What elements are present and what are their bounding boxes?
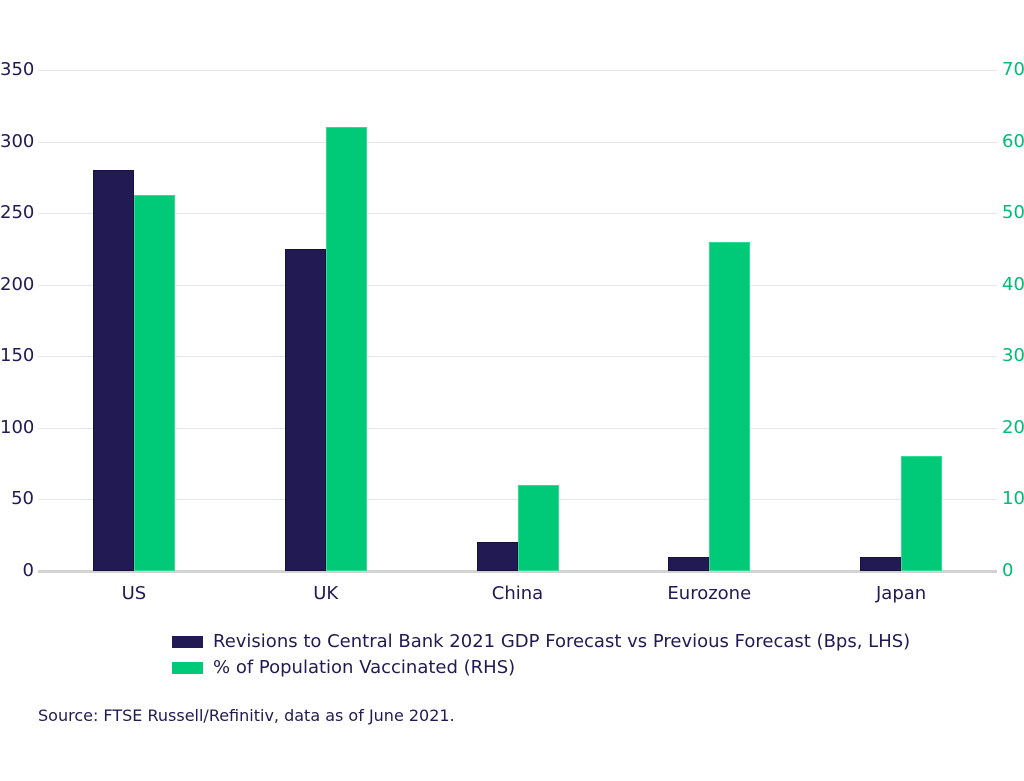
right-axis-tick-label: 10 (1002, 488, 1024, 510)
category-label-japan: Japan (875, 583, 927, 604)
bar-vaccinated-china (517, 485, 559, 571)
gridline (38, 356, 997, 358)
legend: Revisions to Central Bank 2021 GDP Forec… (172, 631, 910, 678)
bar-vaccinated-us (133, 195, 175, 571)
bar-gdp-revisions-us (92, 170, 134, 571)
category-label-us: US (121, 583, 147, 604)
bar-vaccinated-uk (325, 127, 367, 571)
right-axis-tick-label: 60 (1002, 130, 1024, 152)
left-axis-tick-label: 250 (0, 202, 35, 224)
gridline (38, 284, 997, 286)
source-note: Source: FTSE Russell/Refinitiv, data as … (38, 706, 455, 725)
x-axis-line (38, 570, 997, 573)
left-axis-tick-label: 300 (0, 130, 35, 152)
bar-gdp-revisions-eurozone (668, 556, 710, 571)
right-axis-tick-label: 20 (1002, 416, 1024, 438)
bar-gdp-revisions-china (476, 542, 518, 571)
right-axis-tick-label: 30 (1002, 345, 1024, 367)
left-axis-tick-label: 50 (11, 488, 34, 510)
left-axis-tick-label: 100 (0, 416, 35, 438)
legend-label-gdp-revisions: Revisions to Central Bank 2021 GDP Forec… (213, 631, 911, 652)
legend-swatch-navy (172, 635, 203, 648)
category-label-uk: UK (313, 583, 339, 604)
category-label-china: China (491, 583, 544, 604)
legend-swatch-green (172, 661, 203, 674)
right-axis-tick-label: 0 (1002, 560, 1014, 581)
right-axis-tick-label: 50 (1002, 202, 1024, 224)
gridline (38, 70, 997, 71)
bar-gdp-revisions-japan (860, 556, 902, 571)
gridline (38, 141, 997, 143)
bar-gdp-revisions-uk (284, 248, 326, 571)
category-label-eurozone: Eurozone (667, 583, 752, 604)
gridline (38, 213, 997, 215)
legend-item-vaccinated: % of Population Vaccinated (RHS) (172, 657, 910, 678)
bar-vaccinated-japan (901, 456, 943, 571)
left-axis-tick-label: 0 (22, 560, 34, 581)
right-axis-tick-label: 70 (1002, 59, 1024, 80)
left-axis-tick-label: 200 (0, 273, 35, 295)
legend-item-gdp-revisions: Revisions to Central Bank 2021 GDP Forec… (172, 631, 910, 652)
legend-label-vaccinated: % of Population Vaccinated (RHS) (213, 657, 516, 678)
left-axis-tick-label: 350 (0, 59, 35, 80)
right-axis-tick-label: 40 (1002, 273, 1024, 295)
left-axis-tick-label: 150 (0, 345, 35, 367)
bar-vaccinated-eurozone (709, 241, 751, 571)
gridline (38, 427, 997, 429)
